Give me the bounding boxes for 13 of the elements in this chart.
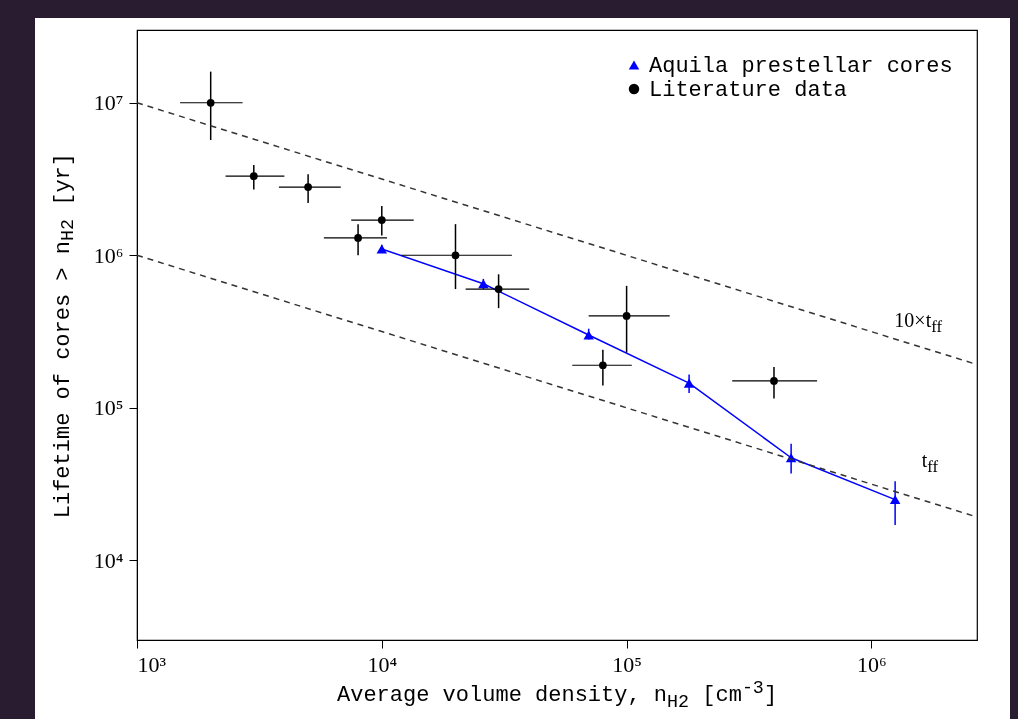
y-tick-label: 10⁷ bbox=[93, 90, 124, 116]
x-axis-title: Average volume density, n$_{H2}$ [cm$^{-3}$] bbox=[337, 678, 778, 713]
annotation: t$_{ff}$ bbox=[921, 449, 939, 478]
x-tick-label: 10⁴ bbox=[367, 651, 398, 677]
x-tick-label: 10⁶ bbox=[857, 651, 887, 677]
x-tick-label: 10⁵ bbox=[612, 651, 642, 677]
y-tick-label: 10⁴ bbox=[93, 547, 124, 573]
y-tick-label: 10⁶ bbox=[93, 242, 124, 268]
legend-label: Literature data bbox=[649, 78, 848, 103]
legend-label: Aquila prestellar cores bbox=[649, 54, 953, 79]
y-tick-label: 10⁵ bbox=[93, 395, 124, 421]
annotation: 10×t$_{ff}$ bbox=[894, 308, 943, 337]
x-tick-label: 10³ bbox=[137, 651, 167, 677]
